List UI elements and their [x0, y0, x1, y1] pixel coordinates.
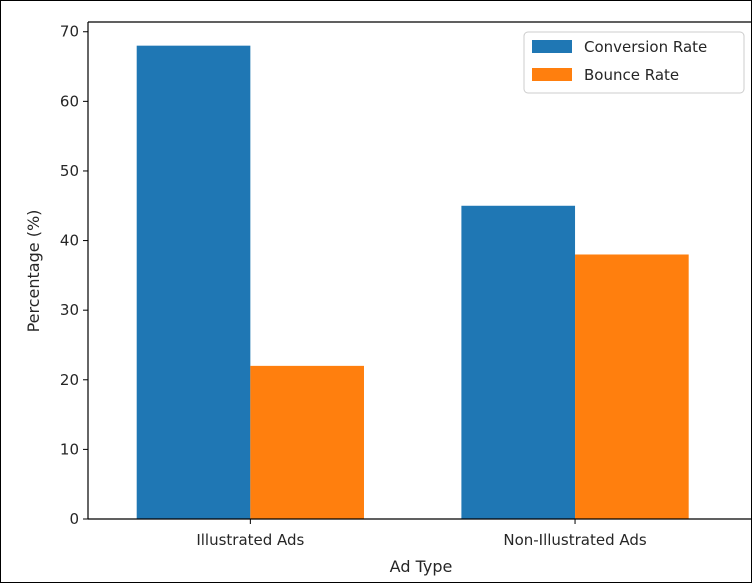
bars-group	[136, 45, 689, 520]
legend-box	[523, 31, 745, 94]
y-tick-label-70: 70	[60, 23, 79, 41]
x-axis-label: Ad Type	[390, 557, 453, 576]
y-tick-label-60: 60	[60, 92, 79, 110]
y-tick-label-50: 50	[60, 162, 79, 180]
x-tick-label-2: Non-Illustrated Ads	[503, 531, 647, 549]
legend-label-bounce-rate: Bounce Rate	[584, 66, 679, 84]
y-tick-label-40: 40	[60, 232, 79, 250]
legend-swatch-conversion-rate	[532, 40, 572, 53]
legend: Conversion Rate Bounce Rate	[523, 31, 745, 94]
y-tick-label-0: 0	[69, 510, 79, 528]
bar-conversion-rate-2	[461, 205, 576, 519]
axes-group: 0 10 20 30 40 50 60 70 Illustrated Ads Non-Illust…	[60, 21, 752, 549]
y-tick-label-10: 10	[60, 440, 79, 458]
y-tick-label-30: 30	[60, 301, 79, 319]
bar-conversion-rate-1	[136, 45, 251, 520]
x-tick-label-1: Illustrated Ads	[196, 531, 304, 549]
legend-label-conversion-rate: Conversion Rate	[584, 38, 707, 56]
bar-bounce-rate-1	[250, 365, 364, 519]
y-tick-label-20: 20	[60, 371, 79, 389]
legend-swatch-bounce-rate	[532, 68, 572, 81]
y-axis-label: Percentage (%)	[24, 210, 43, 333]
bar-bounce-rate-2	[575, 254, 689, 520]
